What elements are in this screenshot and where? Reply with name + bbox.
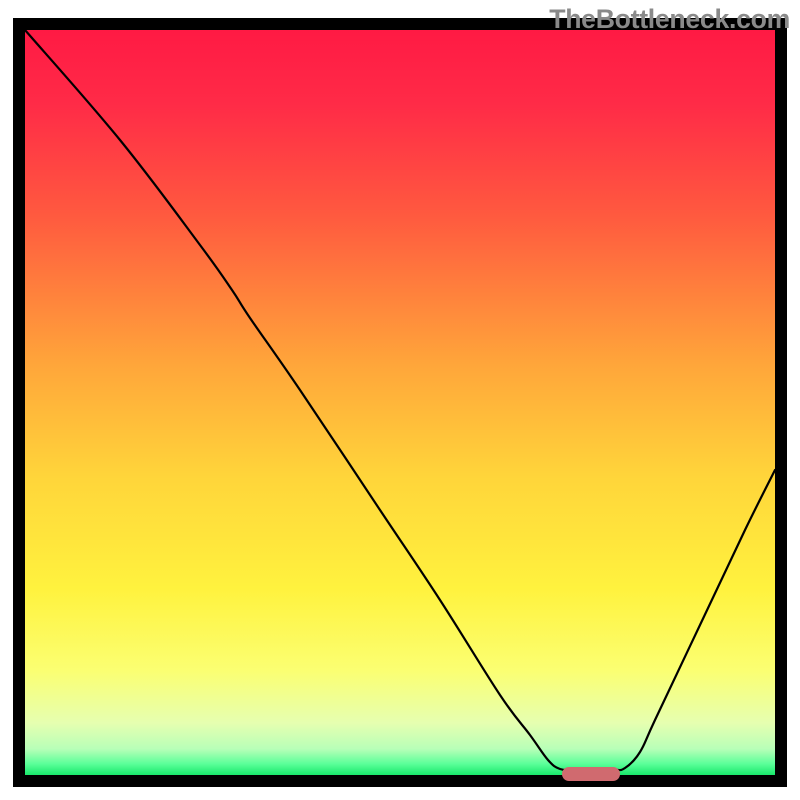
gradient-background	[25, 30, 775, 775]
bottleneck-chart	[0, 0, 800, 800]
optimal-range-marker	[562, 767, 620, 781]
chart-root: TheBottleneck.com	[0, 0, 800, 800]
watermark-text: TheBottleneck.com	[549, 4, 790, 35]
